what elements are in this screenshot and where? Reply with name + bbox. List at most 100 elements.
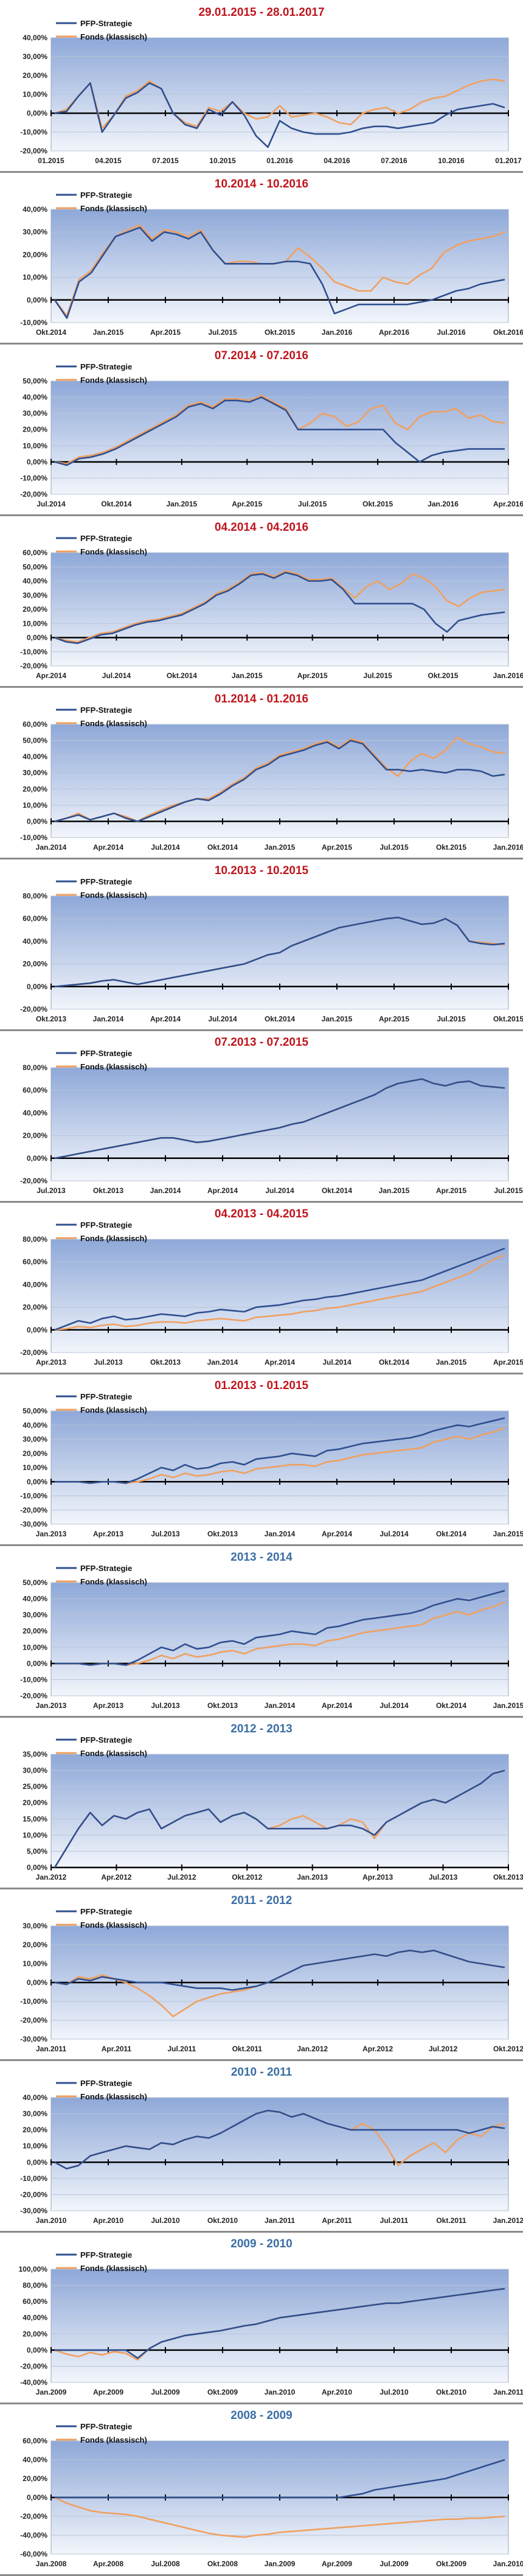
panel-divider [0, 1716, 523, 1718]
x-tick-label: Okt.2010 [436, 2388, 466, 2396]
x-tick-label: Jan.2010 [493, 2560, 523, 2568]
y-tick-label: -10,00% [20, 318, 47, 327]
line-chart: 07.2013 - 07.2015 80,00% 60,00% 40,00% 20,00… [20, 1036, 523, 1195]
x-tick-label: Apr.2016 [493, 500, 523, 508]
x-tick-label: Jan.2016 [493, 843, 523, 852]
x-tick-label: Jul.2013 [94, 1358, 123, 1367]
y-tick-label: 100,00% [19, 2265, 48, 2273]
series-line [54, 740, 505, 822]
y-tick-label: 30,00% [23, 1435, 47, 1444]
chart-title: 2009 - 2010 [230, 2238, 292, 2250]
y-tick-label: -10,00% [20, 648, 47, 656]
x-tick-label: Jan.2016 [493, 671, 523, 680]
line-chart: 29.01.2015 - 28.01.2017 40,00% 30,00% 20,00… [20, 6, 522, 165]
x-tick-label: Okt.2009 [207, 2388, 238, 2396]
chart-title: 10.2013 - 10.2015 [215, 864, 309, 877]
x-tick-label: Apr.2014 [265, 1358, 295, 1367]
legend-label: PFP-Strategie [80, 877, 132, 886]
chart-panel: 01.2014 - 01.2016 60,00% 50,00% 40,00% 30,00… [0, 688, 523, 858]
x-tick-label: Apr.2016 [379, 328, 409, 337]
x-tick-label: Apr.2014 [93, 843, 123, 852]
x-tick-label: Apr.2009 [93, 2388, 123, 2396]
y-tick-label: 20,00% [23, 250, 47, 259]
x-tick-label: Jan.2016 [428, 500, 459, 508]
line-chart: 01.2013 - 01.2015 50,00% 40,00% 30,00% 20,00… [20, 1379, 523, 1538]
y-tick-label: 60,00% [23, 2297, 47, 2306]
plot-area [50, 1067, 509, 1181]
x-tick-label: Jan.2011 [265, 2216, 295, 2225]
y-tick-label: -20,00% [20, 662, 47, 670]
chart-title: 07.2014 - 07.2016 [215, 349, 308, 362]
chart-panel: 07.2013 - 07.2015 80,00% 60,00% 40,00% 20,00… [0, 1031, 523, 1202]
x-tick-label: Jul.2014 [151, 843, 180, 852]
x-tick-label: Jan.2015 [379, 1186, 410, 1195]
plot-area [50, 2097, 509, 2211]
x-tick-label: Jul.2010 [379, 2388, 409, 2396]
x-tick-label: Jul.2014 [379, 1530, 409, 1538]
y-tick-label: 40,00% [23, 937, 47, 945]
x-tick-label: Apr.2015 [297, 671, 328, 680]
x-tick-label: Apr.2015 [379, 1015, 409, 1023]
chart-panel: 2013 - 2014 50,00% 40,00% 30,00% 20,00% 10,00… [0, 1546, 523, 1717]
x-tick-label: 07.2016 [381, 156, 407, 165]
x-tick-label: Jan.2013 [36, 1530, 67, 1538]
y-tick-label: 30,00% [23, 1611, 47, 1619]
y-tick-label: -20,00% [20, 2190, 47, 2199]
x-tick-label: Apr.2014 [36, 671, 66, 680]
x-tick-label: Jul.2014 [265, 1186, 294, 1195]
x-tick-label: Jan.2015 [436, 1358, 467, 1367]
panel-divider [0, 171, 523, 173]
line-chart: 10.2013 - 10.2015 80,00% 60,00% 40,00% 20,00… [20, 864, 523, 1023]
legend-label: Fonds (klassisch) [80, 2435, 147, 2445]
x-tick-label: Okt.2016 [493, 328, 523, 337]
y-tick-label: 40,00% [23, 1108, 47, 1117]
y-tick-label: -60,00% [20, 2550, 47, 2558]
y-tick-label: 20,00% [23, 2329, 47, 2338]
y-tick-label: 50,00% [23, 1407, 47, 1415]
y-tick-label: 50,00% [23, 377, 47, 385]
x-tick-label: Jan.2014 [36, 843, 67, 852]
x-tick-label: Okt.2015 [493, 1015, 523, 1023]
x-tick-label: Okt.2014 [436, 1701, 466, 1710]
chart-panel: 04.2013 - 04.2015 80,00% 60,00% 40,00% 20,00… [0, 1203, 523, 1373]
legend-label: PFP-Strategie [80, 1049, 132, 1058]
legend-label: PFP-Strategie [80, 19, 132, 28]
x-tick-label: 10.2016 [438, 156, 465, 165]
x-tick-label: Jan.2015 [265, 843, 296, 852]
legend-label: Fonds (klassisch) [80, 1234, 147, 1243]
chart-panel: 04.2014 - 04.2016 60,00% 50,00% 40,00% 30,00… [0, 516, 523, 687]
y-tick-label: -20,00% [20, 490, 47, 499]
x-tick-label: Jan.2015 [322, 1015, 353, 1023]
x-tick-label: Jan.2011 [493, 2388, 523, 2396]
legend-label: PFP-Strategie [80, 2422, 132, 2431]
x-tick-label: Apr.2009 [322, 2560, 352, 2568]
y-tick-label: 60,00% [23, 2437, 47, 2445]
chart-title: 2010 - 2011 [231, 2066, 293, 2079]
y-tick-label: 20,00% [23, 1449, 47, 1458]
legend-label: Fonds (klassisch) [80, 1920, 147, 1930]
y-tick-label: -40,00% [20, 2378, 47, 2387]
series-line [54, 1254, 505, 1331]
y-tick-label: 20,00% [23, 2474, 47, 2483]
y-tick-label: 20,00% [23, 2126, 47, 2134]
x-tick-label: Apr.2012 [101, 1873, 131, 1881]
x-tick-label: Apr.2010 [93, 2216, 123, 2225]
x-tick-label: Jul.2014 [102, 671, 131, 680]
y-tick-label: 40,00% [23, 33, 47, 42]
x-tick-label: Okt.2013 [207, 1530, 238, 1538]
y-tick-label: 10,00% [23, 441, 47, 450]
x-tick-label: Okt.2011 [436, 2216, 466, 2225]
chart-panel: 2012 - 2013 35,00% 30,00% 25,00% 20,00% 15,00… [0, 1718, 523, 1888]
y-tick-label: 20,00% [23, 960, 47, 968]
chart-panel: 29.01.2015 - 28.01.2017 40,00% 30,00% 20,00… [0, 1, 523, 172]
y-tick-label: 0,00% [27, 1326, 47, 1334]
x-tick-label: Jul.2015 [437, 1015, 466, 1023]
y-tick-label: 80,00% [23, 1235, 47, 1244]
x-tick-label: Jul.2008 [151, 2560, 180, 2568]
legend-label: PFP-Strategie [80, 534, 132, 543]
plot-area [50, 1239, 509, 1353]
y-tick-label: -20,00% [20, 2016, 47, 2025]
x-tick-label: Apr.2013 [93, 1530, 123, 1538]
x-tick-label: Okt.2014 [167, 671, 197, 680]
series-line [55, 2287, 505, 2359]
